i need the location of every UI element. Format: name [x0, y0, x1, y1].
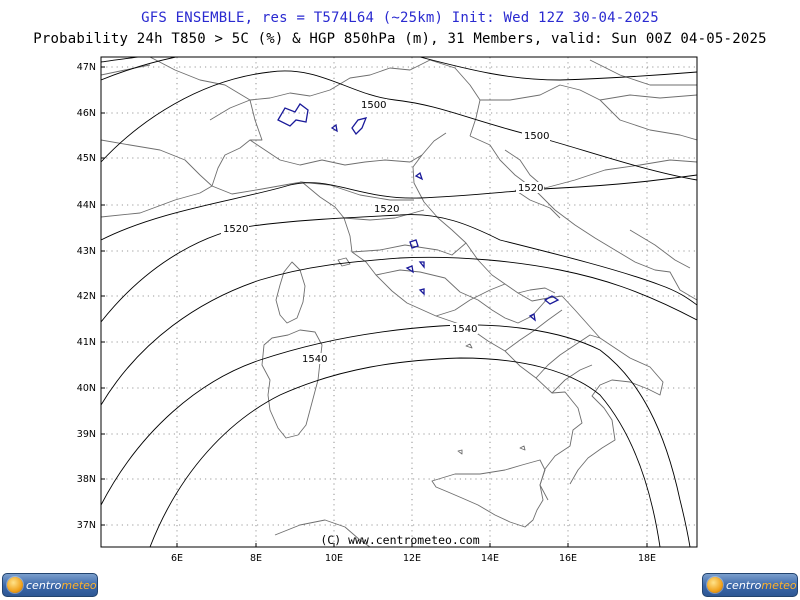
lat-tick-label: 38N	[77, 474, 96, 485]
lat-tick-label: 43N	[77, 246, 96, 257]
centrometeo-logo-left[interactable]: centrometeo	[2, 573, 98, 597]
contour-label: 1520	[374, 204, 399, 215]
lon-tick-label: 8E	[250, 553, 262, 564]
logo-word1: centro	[26, 578, 62, 592]
lat-tick-label: 46N	[77, 108, 96, 119]
lat-tick-label: 39N	[77, 429, 96, 440]
lon-tick-label: 16E	[559, 553, 577, 564]
globe-icon	[707, 577, 723, 593]
contour-label: 1540	[302, 354, 327, 365]
map-frame	[100, 56, 698, 548]
lat-tick-label: 44N	[77, 200, 96, 211]
coastlines	[101, 57, 697, 547]
lat-tick-label: 37N	[77, 520, 96, 531]
lon-tick-label: 12E	[403, 553, 421, 564]
lon-tick-label: 6E	[171, 553, 183, 564]
map-grid	[101, 57, 697, 547]
centrometeo-logo-right[interactable]: centrometeo	[702, 573, 798, 597]
map-subtitle: Probability 24h T850 > 5C (%) & HGP 850h…	[33, 31, 767, 47]
logo-word2: meteo	[61, 578, 97, 592]
map-title: GFS ENSEMBLE, res = T574L64 (~25km) Init…	[141, 10, 659, 26]
lat-tick-label: 45N	[77, 153, 96, 164]
copyright-text: (C) www.centrometeo.com	[320, 533, 479, 547]
lon-tick-label: 10E	[325, 553, 343, 564]
probability-contours	[277, 103, 560, 322]
lat-tick-label: 47N	[77, 62, 96, 73]
lon-tick-label: 18E	[638, 553, 656, 564]
contour-label: 1500	[524, 131, 549, 142]
height-contours	[101, 57, 697, 547]
lat-tick-label: 41N	[77, 337, 96, 348]
lat-tick-label: 40N	[77, 383, 96, 394]
logo-word2: meteo	[761, 578, 797, 592]
logo-word1: centro	[726, 578, 762, 592]
lat-tick-label: 42N	[77, 291, 96, 302]
contour-label: 1520	[518, 183, 543, 194]
lon-tick-label: 14E	[481, 553, 499, 564]
globe-icon	[7, 577, 23, 593]
contour-label: 1520	[223, 224, 248, 235]
contour-label: 1500	[361, 100, 386, 111]
contour-label: 1540	[452, 324, 477, 335]
